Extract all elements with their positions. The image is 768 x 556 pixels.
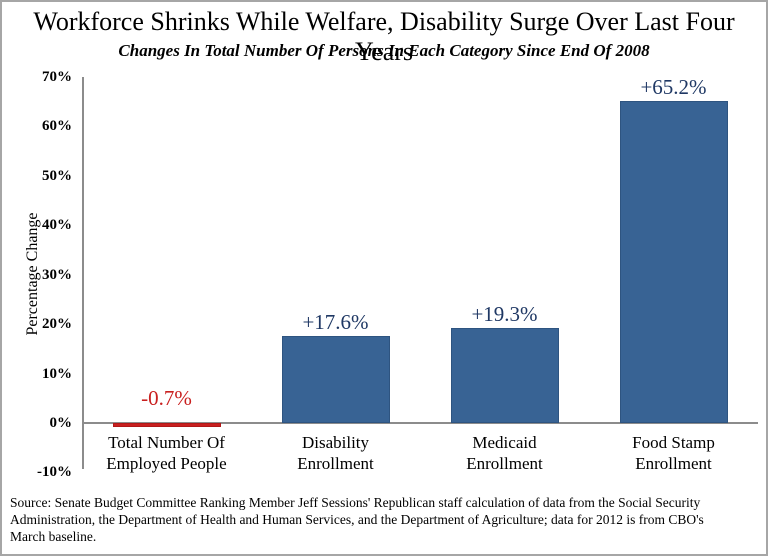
y-tick-label: 40% bbox=[42, 217, 72, 234]
y-tick-label: 0% bbox=[49, 415, 73, 431]
bar-0 bbox=[112, 423, 221, 427]
category-label: Disability Enrollment bbox=[297, 433, 374, 473]
category-label: Medicaid Enrollment bbox=[466, 433, 543, 473]
y-tick-label: 20% bbox=[42, 316, 72, 333]
bar-2 bbox=[450, 327, 559, 423]
x-axis-baseline bbox=[82, 422, 758, 424]
source-note: Source: Senate Budget Committee Ranking … bbox=[10, 495, 704, 544]
chart-subtitle: Changes In Total Number Of Persons In Ea… bbox=[118, 41, 650, 60]
y-tick-label: 10% bbox=[42, 365, 72, 382]
bar-data-label: +17.6% bbox=[302, 310, 369, 334]
bar-data-label: +19.3% bbox=[471, 301, 538, 326]
bar-1 bbox=[281, 336, 390, 423]
bar-3 bbox=[619, 100, 728, 423]
y-tick-label: 60% bbox=[42, 118, 72, 135]
y-axis-line bbox=[82, 77, 84, 469]
y-tick-label: -10% bbox=[37, 464, 72, 481]
chart-title: Workforce Shrinks While Welfare, Disabil… bbox=[33, 7, 735, 66]
bar-data-label: -0.7% bbox=[141, 386, 192, 410]
y-tick-label: 30% bbox=[42, 266, 72, 283]
y-tick-label: 70% bbox=[42, 69, 72, 85]
category-label: Total Number Of Employed People bbox=[106, 433, 227, 473]
bar-data-label: +65.2% bbox=[640, 74, 707, 99]
y-tick-label: 50% bbox=[42, 167, 72, 184]
category-label: Food Stamp Enrollment bbox=[632, 433, 715, 473]
